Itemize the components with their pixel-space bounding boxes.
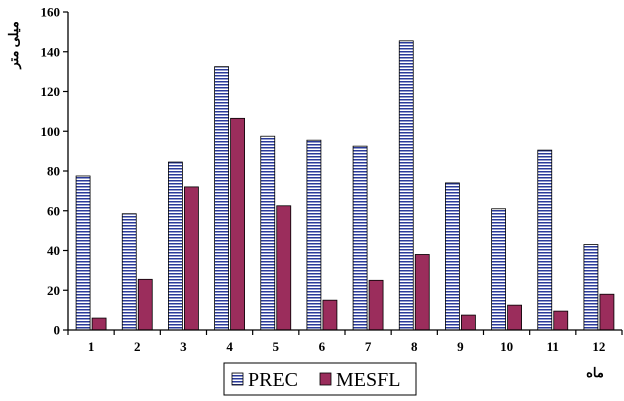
bar-prec-4 (214, 66, 229, 331)
legend-swatch-prec (231, 372, 244, 386)
bar-prec-5 (260, 135, 276, 331)
x-tick-label-12: 12 (592, 339, 605, 354)
x-tick-label-6: 6 (319, 339, 326, 354)
bar-prec-6 (306, 139, 322, 331)
bar-mesfl-7 (368, 279, 384, 331)
bar-mesfl-6 (322, 299, 338, 331)
x-tick-label-2: 2 (134, 339, 141, 354)
y-tick-label-60: 60 (47, 203, 60, 218)
bar-mesfl-1 (91, 317, 107, 331)
x-tick-label-7: 7 (365, 339, 372, 354)
y-tick-label-160: 160 (41, 5, 61, 20)
y-tick-label-100: 100 (41, 124, 61, 139)
y-tick-label-20: 20 (47, 283, 60, 298)
bar-prec-10 (491, 208, 506, 331)
x-axis-title: ماه (586, 365, 604, 380)
bar-mesfl-12 (599, 293, 615, 331)
x-tick-label-9: 9 (457, 339, 464, 354)
x-tick-label-4: 4 (226, 339, 233, 354)
bar-prec-7 (352, 145, 368, 331)
y-tick-label-120: 120 (41, 84, 61, 99)
y-tick-label-0: 0 (54, 323, 61, 338)
y-axis-title: میلی متر (6, 21, 22, 69)
y-tick-label-80: 80 (47, 164, 60, 179)
x-tick-label-8: 8 (411, 339, 418, 354)
x-tick-label-5: 5 (273, 339, 280, 354)
x-tick-label-1: 1 (88, 339, 95, 354)
bar-mesfl-9 (461, 314, 476, 331)
bar-prec-3 (168, 161, 183, 331)
y-tick-label-140: 140 (41, 44, 61, 59)
bar-mesfl-5 (276, 205, 292, 331)
x-tick-label-3: 3 (180, 339, 187, 354)
bar-mesfl-2 (137, 278, 153, 331)
legend-label-mesfl: MESFL (336, 369, 400, 391)
bar-mesfl-10 (507, 304, 522, 331)
y-tick-label-40: 40 (47, 243, 60, 258)
legend-swatch-mesfl (319, 372, 332, 386)
bar-prec-2 (121, 213, 137, 331)
bar-mesfl-3 (184, 186, 199, 331)
bar-prec-8 (398, 40, 414, 331)
bar-mesfl-8 (414, 254, 430, 331)
bar-prec-1 (75, 175, 91, 331)
bar-mesfl-4 (230, 117, 245, 331)
bar-mesfl-11 (553, 310, 569, 331)
bar-prec-12 (583, 244, 599, 331)
x-tick-label-10: 10 (500, 339, 513, 354)
legend: PREC MESFL (223, 362, 417, 396)
bar-prec-11 (537, 149, 553, 331)
legend-label-prec: PREC (248, 369, 298, 391)
bar-prec-9 (445, 182, 460, 331)
x-tick-label-11: 11 (547, 339, 559, 354)
